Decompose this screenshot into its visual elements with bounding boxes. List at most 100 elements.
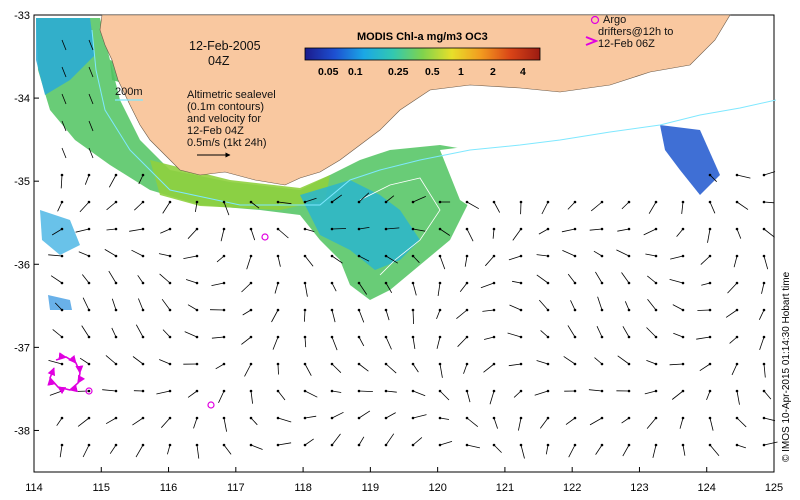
velocity-origin: [87, 227, 91, 231]
velocity-arrow: [466, 201, 479, 210]
velocity-origin: [330, 281, 334, 285]
velocity-arrow: [187, 304, 198, 311]
velocity-origin: [384, 200, 388, 204]
velocity-origin: [114, 308, 118, 312]
velocity-origin: [330, 389, 334, 393]
velocity-origin: [141, 335, 145, 339]
velocity-arrow: [54, 302, 63, 311]
velocity-origin: [762, 335, 766, 339]
velocity-origin: [168, 281, 172, 285]
velocity-arrow: [223, 201, 230, 216]
velocity-origin: [654, 308, 658, 312]
velocity-arrow: [670, 255, 684, 260]
velocity-arrow: [709, 174, 717, 182]
velocity-arrow: [621, 417, 630, 424]
velocity-origin: [141, 281, 145, 285]
velocity-origin: [546, 443, 550, 447]
axis-ticks: 114 115 116 117 118 119 120 121 122 123 124 125-33-…: [14, 10, 783, 494]
velocity-origin: [195, 362, 199, 366]
velocity-arrow: [82, 297, 90, 311]
velocity-arrow: [183, 255, 198, 259]
velocity-origin: [681, 335, 685, 339]
velocity-arrow: [485, 255, 495, 267]
velocity-origin: [519, 416, 523, 420]
velocity-origin: [465, 443, 469, 447]
argo-legend-detail: drifters@12h to 12-Feb 06Z: [598, 26, 673, 50]
velocity-arrow: [61, 39, 67, 51]
velocity-origin: [735, 335, 739, 339]
velocity-arrow: [277, 255, 281, 267]
velocity-origin: [60, 389, 64, 393]
velocity-arrow: [493, 444, 502, 453]
velocity-origin: [303, 308, 307, 312]
velocity-arrow: [595, 444, 603, 455]
velocity-origin: [627, 200, 631, 204]
velocity-arrow: [763, 171, 776, 176]
velocity-origin: [168, 254, 172, 258]
velocity-origin: [708, 335, 712, 339]
velocity-arrow: [520, 444, 525, 459]
velocity-origin: [249, 362, 253, 366]
velocity-origin: [114, 416, 118, 420]
velocity-arrow: [484, 336, 495, 340]
velocity-origin: [681, 443, 685, 447]
velocity-origin: [654, 362, 658, 366]
velocity-origin: [276, 281, 280, 285]
velocity-origin: [708, 308, 712, 312]
velocity-origin: [168, 308, 172, 312]
velocity-arrow: [493, 201, 501, 213]
velocity-origin: [195, 227, 199, 231]
velocity-origin: [654, 227, 658, 231]
velocity-origin: [411, 281, 415, 285]
velocity-arrow: [61, 147, 67, 159]
velocity-arrow: [60, 174, 63, 189]
velocity-origin: [546, 281, 550, 285]
velocity-origin: [654, 254, 658, 258]
velocity-arrow: [84, 174, 90, 185]
velocity-origin: [249, 389, 253, 393]
altimetry-line: Altimetric sealevel: [187, 89, 276, 101]
velocity-arrow: [518, 417, 522, 431]
velocity-origin: [465, 254, 469, 258]
velocity-origin: [87, 254, 91, 258]
velocity-arrow: [731, 363, 738, 376]
velocity-arrow: [51, 228, 63, 236]
velocity-origin: [249, 200, 253, 204]
velocity-arrow: [508, 255, 522, 261]
velocity-arrow: [682, 444, 686, 456]
velocity-arrow: [508, 363, 522, 367]
velocity-arrow: [78, 251, 90, 257]
velocity-arrow: [385, 282, 393, 294]
velocity-arrow: [134, 201, 144, 211]
velocity-origin: [573, 362, 577, 366]
velocity-arrow: [277, 363, 279, 375]
velocity-origin: [654, 335, 658, 339]
velocity-arrow: [216, 255, 225, 263]
velocity-origin: [600, 254, 604, 258]
velocity-origin: [303, 389, 307, 393]
velocity-origin: [438, 335, 442, 339]
velocity-origin: [627, 254, 631, 258]
velocity-arrow: [274, 282, 279, 294]
velocity-origin: [384, 443, 388, 447]
velocity-origin: [600, 443, 604, 447]
velocity-arrow: [250, 444, 263, 450]
velocity-arrow: [331, 363, 342, 373]
velocity-arrow: [597, 296, 603, 311]
velocity-origin: [492, 227, 496, 231]
velocity-origin: [141, 173, 145, 177]
depth-label: 200m: [115, 86, 143, 98]
velocity-origin: [222, 362, 226, 366]
velocity-origin: [357, 335, 361, 339]
x-tick-label: 124: [698, 482, 716, 494]
velocity-arrow: [482, 309, 495, 312]
velocity-origin: [87, 335, 91, 339]
velocity-arrow: [647, 298, 657, 311]
velocity-origin: [60, 416, 64, 420]
velocity-arrow: [241, 336, 252, 345]
velocity-arrow: [763, 255, 769, 270]
colorbar-title: MODIS Chl-a mg/m3 OC3: [357, 31, 488, 43]
velocity-arrow: [57, 201, 63, 212]
velocity-origin: [600, 362, 604, 366]
velocity-origin: [330, 335, 334, 339]
